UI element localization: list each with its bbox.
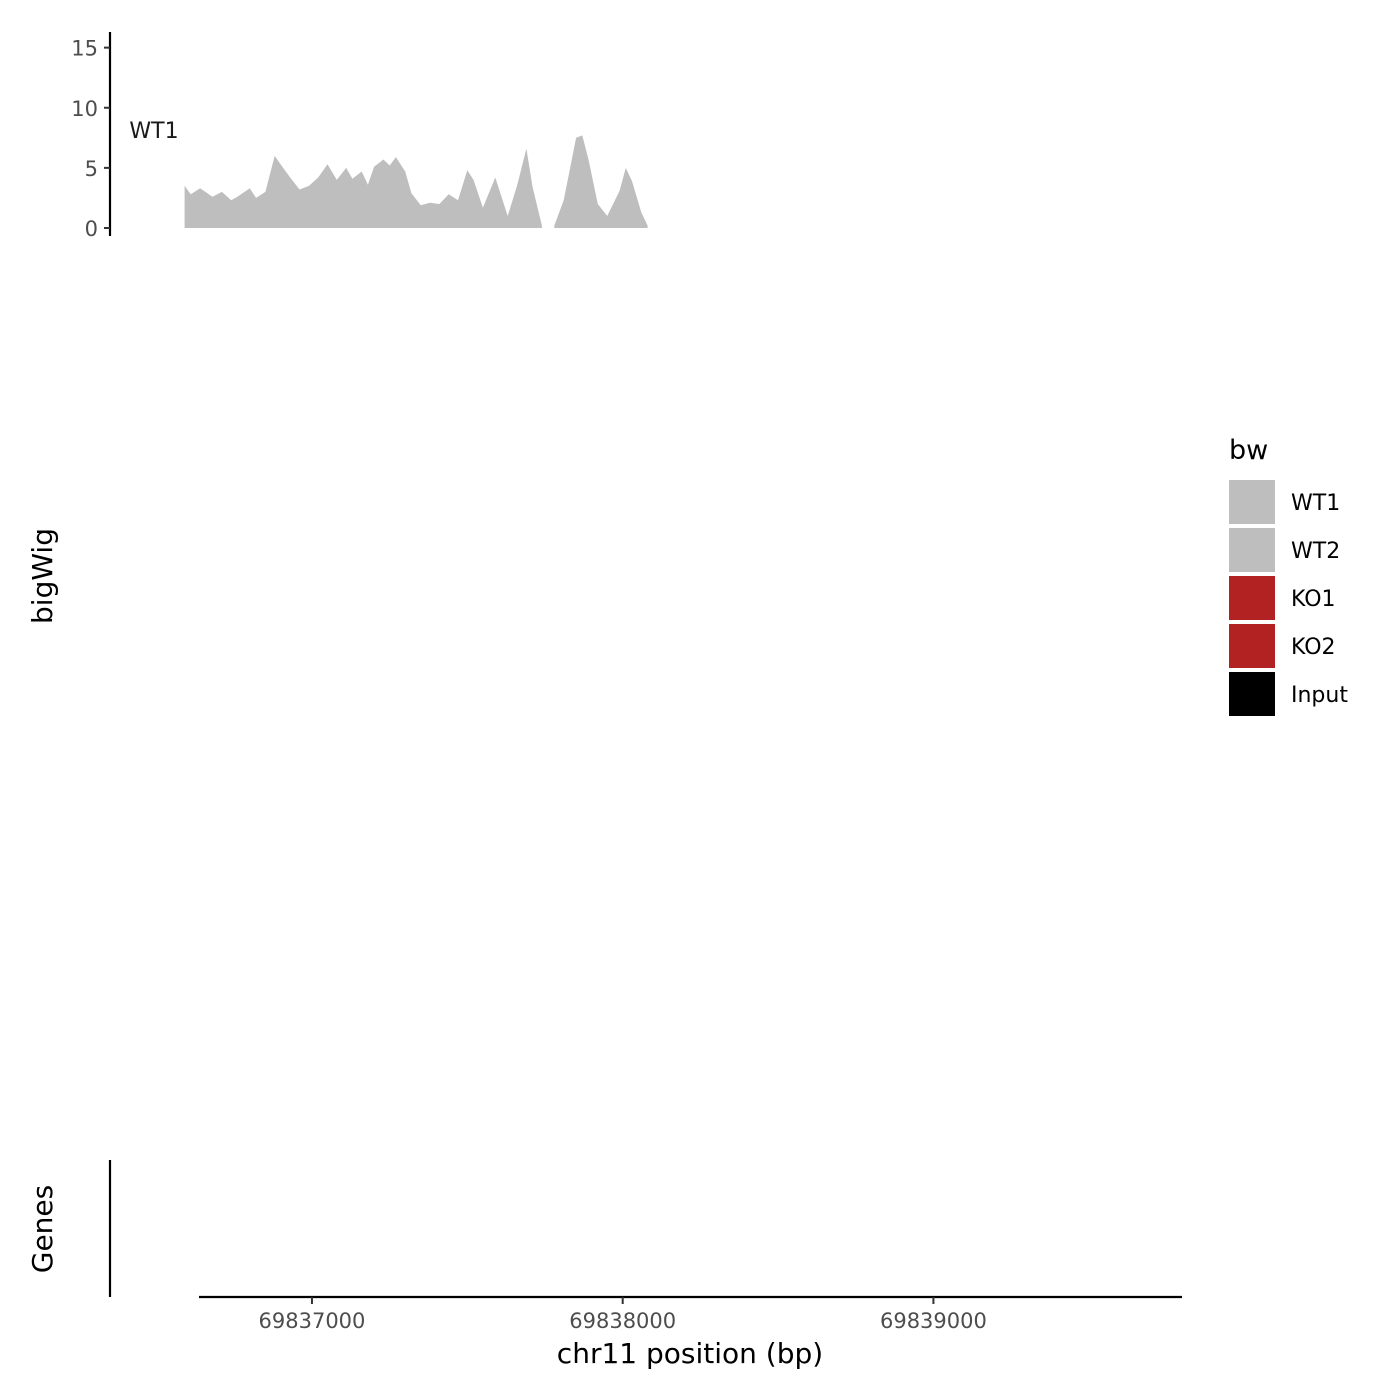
x-axis-title: chr11 position (bp) [557,1337,823,1370]
legend-swatch-wt1 [1229,480,1275,524]
legend-swatch-ko2 [1229,624,1275,668]
legend-swatch-wt2 [1229,528,1275,572]
y-tick-label: 5 [85,157,98,181]
x-tick-label: 69838000 [569,1309,676,1333]
legend-swatch-input [1229,672,1275,716]
x-tick-label: 69839000 [880,1309,987,1333]
legend-label: WT1 [1291,491,1340,516]
x-tick-label: 69837000 [259,1309,366,1333]
y-axis-title: bigWig [26,528,59,624]
legend-title: bw [1229,435,1268,466]
legend-label: KO2 [1291,635,1336,660]
legend: bw WT1 WT2 KO1 KO2 Input [1229,435,1348,716]
legend-label: WT2 [1291,539,1340,564]
legend-label: KO1 [1291,587,1336,612]
genes-axis-title: Genes [26,1185,59,1273]
axis-titles: chr11 position (bp) bigWig Genes [26,528,823,1370]
y-tick-label: 0 [85,217,98,241]
x-axis: 69837000 69838000 69839000 [199,1295,1182,1333]
track-label: WT1 [129,119,178,144]
track-wt1: 0 5 10 15 WT1 [71,32,648,241]
coverage-area [554,135,648,228]
y-tick-label: 15 [71,37,98,61]
coverage-tracks: 0 5 10 15 WT1 [71,32,648,241]
y-tick-label: 10 [71,97,98,121]
coverage-area [184,148,542,228]
legend-label: Input [1291,683,1348,708]
legend-swatch-ko1 [1229,576,1275,620]
